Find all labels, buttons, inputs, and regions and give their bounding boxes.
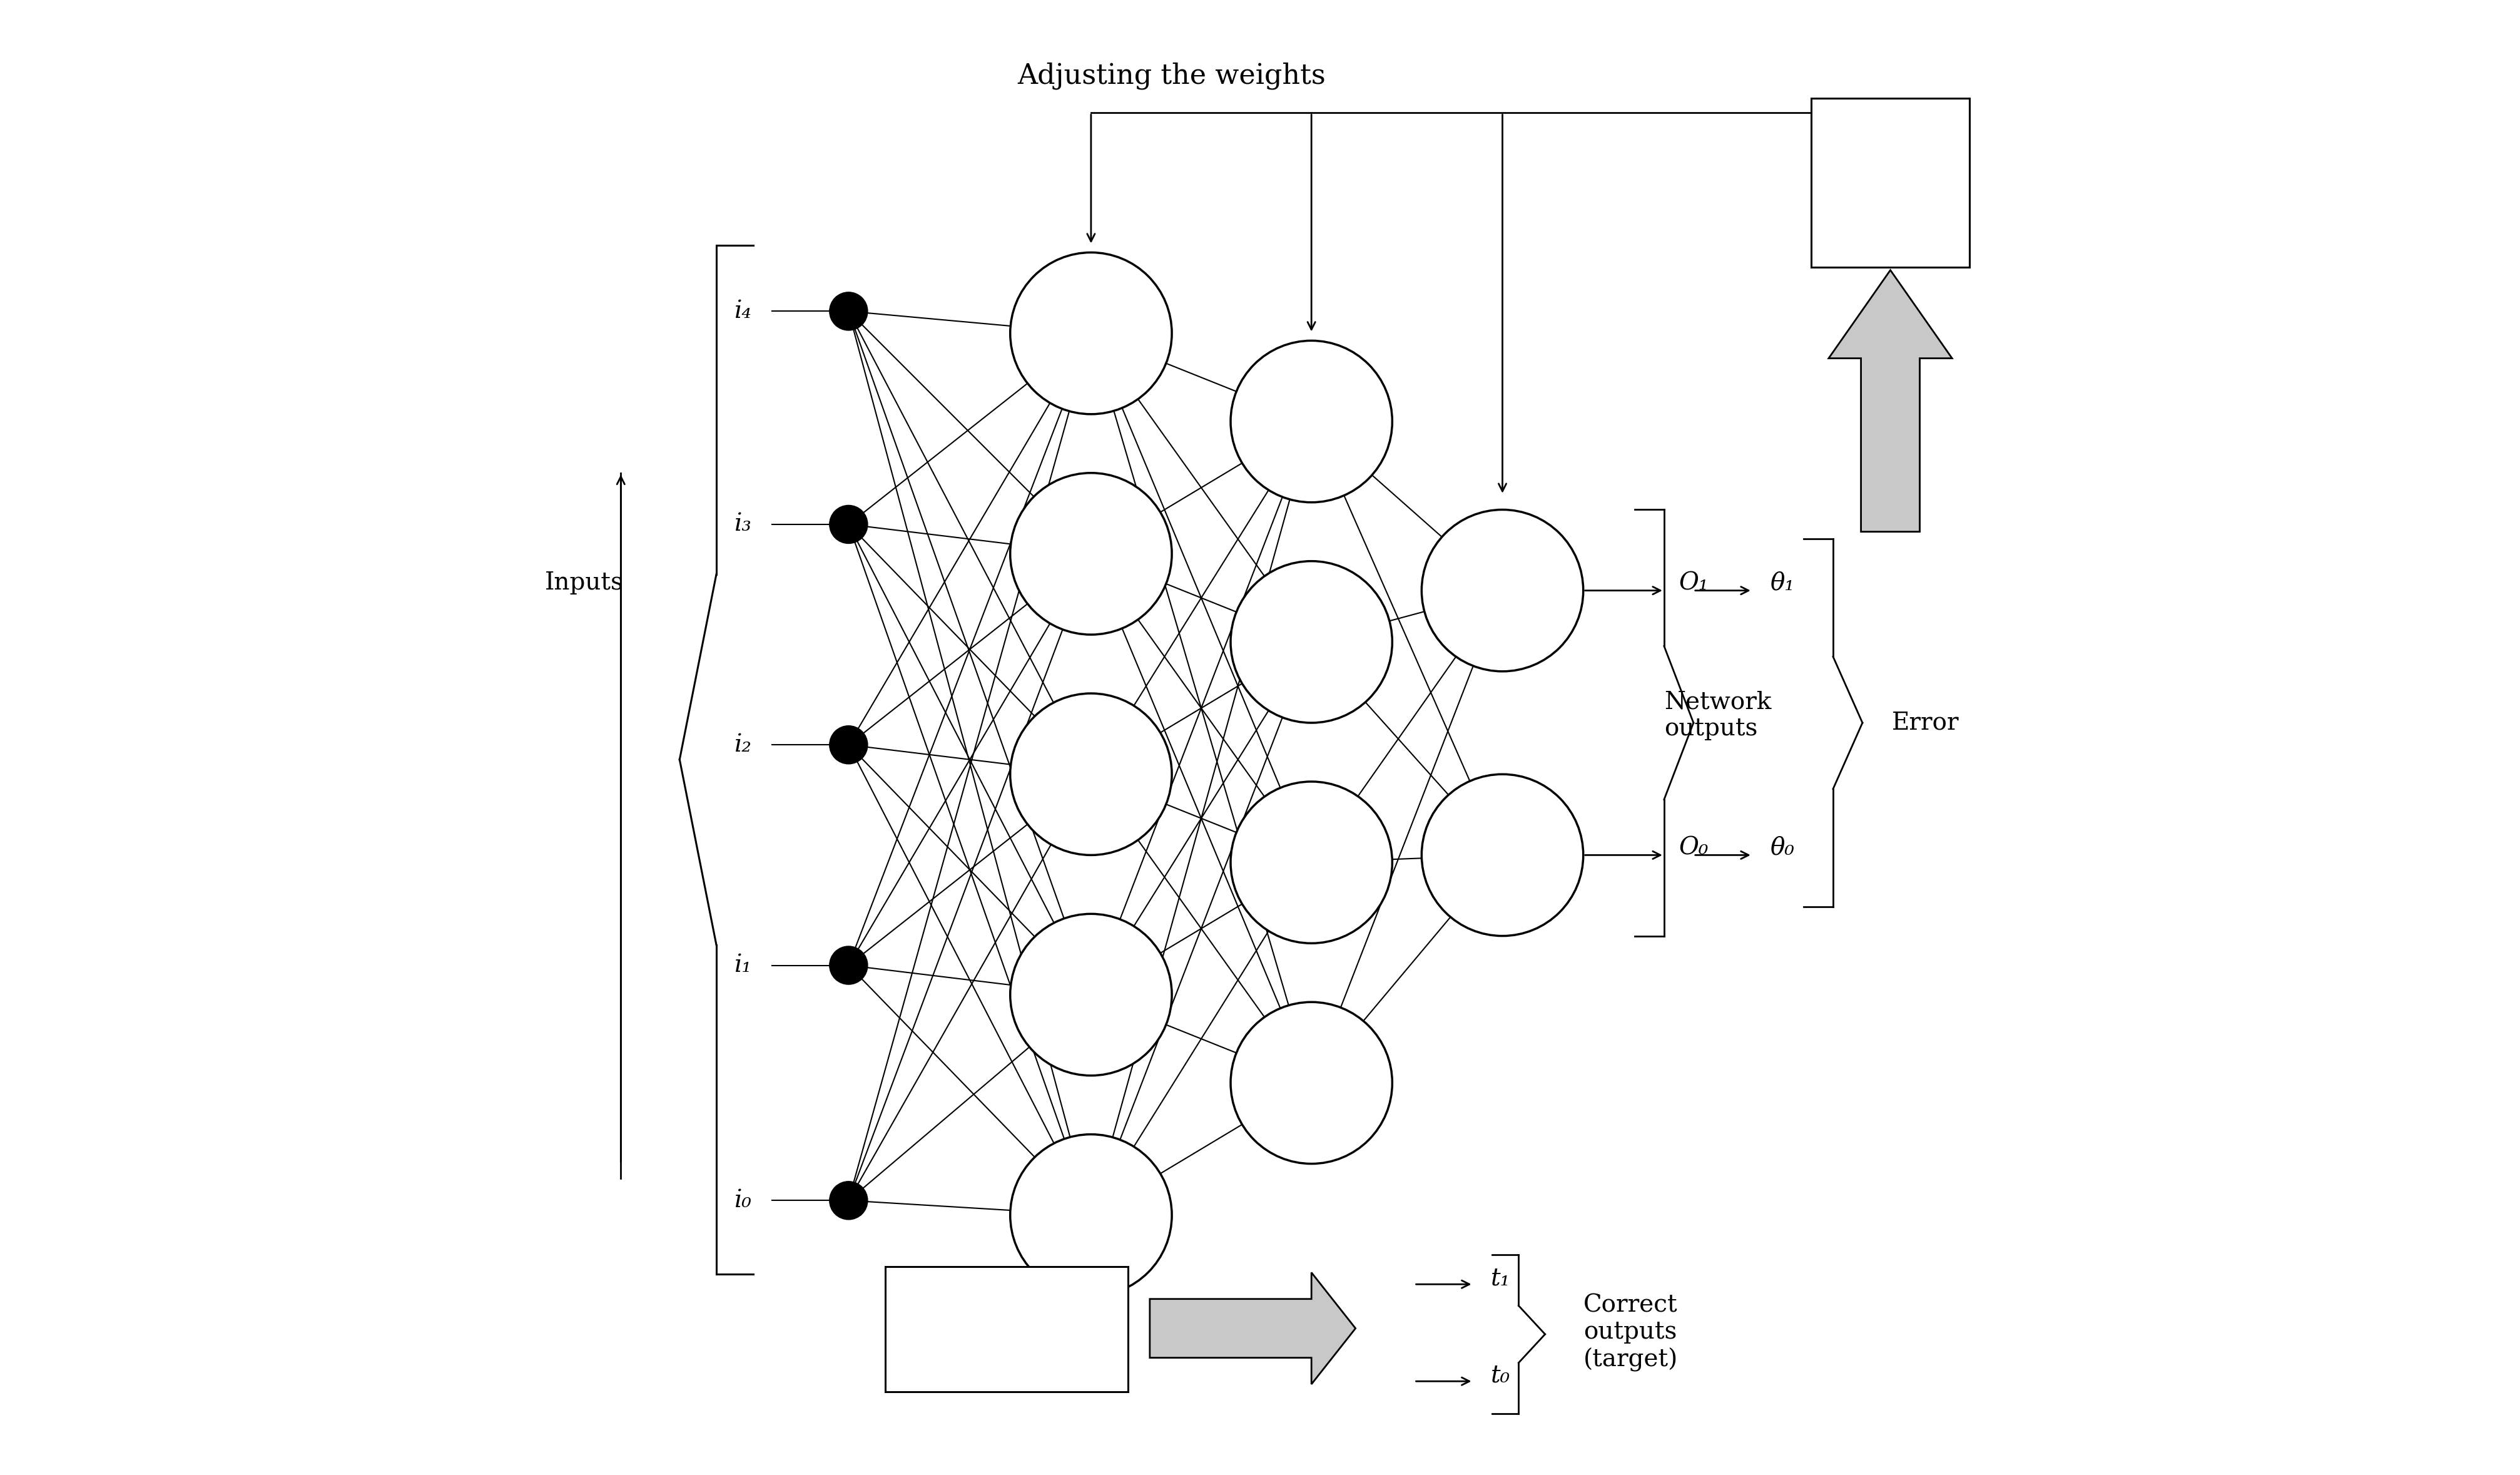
Circle shape <box>1230 560 1391 723</box>
Text: i₂: i₂ <box>733 733 751 757</box>
Text: Inputs: Inputs <box>544 572 622 594</box>
Circle shape <box>1011 473 1172 634</box>
Text: Adjusting the weights: Adjusting the weights <box>1018 62 1326 90</box>
Text: Network
outputs: Network outputs <box>1663 690 1772 740</box>
Circle shape <box>1011 914 1172 1075</box>
Circle shape <box>829 1181 867 1220</box>
Circle shape <box>1230 1002 1391 1164</box>
Text: t₁: t₁ <box>1492 1267 1509 1291</box>
Text: Training data: Training data <box>922 1317 1091 1341</box>
Text: t₀: t₀ <box>1492 1364 1509 1386</box>
FancyBboxPatch shape <box>1812 99 1971 267</box>
Text: θ₀: θ₀ <box>1769 836 1794 860</box>
Text: O₁: O₁ <box>1678 572 1709 594</box>
Circle shape <box>1230 782 1391 944</box>
Text: θ₁: θ₁ <box>1769 572 1794 594</box>
Text: i₀: i₀ <box>733 1189 751 1212</box>
Circle shape <box>1011 693 1172 855</box>
Text: i₃: i₃ <box>733 513 751 535</box>
Text: i₁: i₁ <box>733 954 751 976</box>
FancyBboxPatch shape <box>885 1267 1129 1391</box>
Circle shape <box>829 506 867 543</box>
Text: Error: Error <box>1893 711 1958 735</box>
Circle shape <box>829 292 867 330</box>
Text: O₀: O₀ <box>1678 836 1709 860</box>
Circle shape <box>1421 774 1583 937</box>
Circle shape <box>1011 1134 1172 1297</box>
Circle shape <box>1421 510 1583 671</box>
Circle shape <box>1230 341 1391 503</box>
Circle shape <box>829 726 867 764</box>
Text: Correct
outputs
(target): Correct outputs (target) <box>1583 1294 1678 1372</box>
Circle shape <box>1011 252 1172 414</box>
Polygon shape <box>1149 1273 1356 1384</box>
Text: Training
algorithm: Training algorithm <box>1830 156 1950 208</box>
Text: i₄: i₄ <box>733 299 751 323</box>
Polygon shape <box>1830 270 1953 531</box>
Circle shape <box>829 945 867 984</box>
